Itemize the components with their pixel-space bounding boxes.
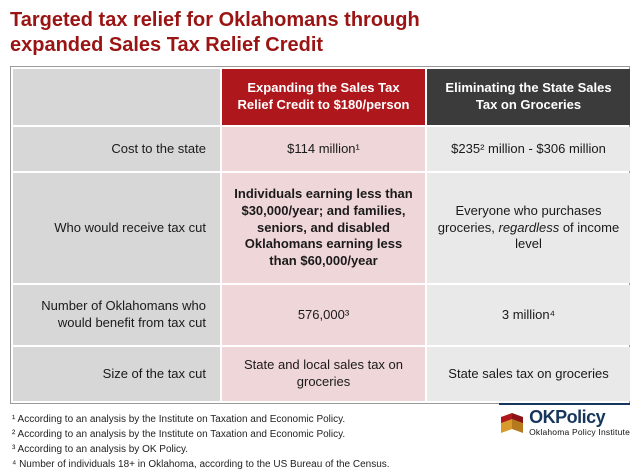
logo-subtitle: Oklahoma Policy Institute	[529, 427, 630, 437]
header-expanding-credit: Expanding the Sales Tax Relief Credit to…	[222, 69, 425, 125]
cell-size-right: State sales tax on groceries	[427, 347, 630, 401]
okpolicy-logo: OKPolicy Oklahoma Policy Institute	[499, 403, 630, 437]
header-eliminating-tax: Eliminating the State Sales Tax on Groce…	[427, 69, 630, 125]
table-row-who: Who would receive tax cut Individuals ea…	[13, 173, 630, 283]
who-right-text-end: of income level	[515, 219, 620, 252]
footnote-3: ³ According to an analysis by OK Policy.	[12, 444, 189, 455]
footnote-2: ² According to an analysis by the Instit…	[12, 429, 346, 440]
page-title: Targeted tax relief for Oklahomans throu…	[10, 9, 420, 56]
logo-name: OKPolicy	[529, 407, 606, 428]
cell-who-left: Individuals earning less than $30,000/ye…	[222, 173, 425, 283]
who-right-text: Everyone who purchases groceries,	[437, 202, 602, 235]
cell-size-left: State and local sales tax on groceries	[222, 347, 425, 401]
header-corner-cell	[13, 69, 220, 125]
cell-cost-left: $114 million¹	[222, 127, 425, 171]
okpolicy-logo-icon	[499, 410, 525, 436]
cell-cost-right: $235² million - $306 million	[427, 127, 630, 171]
footnote-1: ¹ According to an analysis by the Instit…	[12, 414, 346, 425]
table-row-number: Number of Oklahomans who would benefit f…	[13, 285, 630, 345]
logo-text: OKPolicy Oklahoma Policy Institute	[529, 408, 630, 437]
table-row-size: Size of the tax cut State and local sale…	[13, 347, 630, 401]
cell-number-left: 576,000³	[222, 285, 425, 345]
row-label-number: Number of Oklahomans who would benefit f…	[13, 285, 220, 345]
footnote-4: ⁴ Number of individuals 18+ in Oklahoma,…	[12, 459, 390, 470]
table-row-cost: Cost to the state $114 million¹ $235² mi…	[13, 127, 630, 171]
cell-number-right: 3 million⁴	[427, 285, 630, 345]
row-label-size: Size of the tax cut	[13, 347, 220, 401]
who-right-italic: regardless	[498, 219, 560, 235]
row-label-cost: Cost to the state	[13, 127, 220, 171]
cell-who-right: Everyone who purchases groceries, regard…	[427, 173, 630, 283]
header-row: Expanding the Sales Tax Relief Credit to…	[13, 69, 630, 125]
row-label-who: Who would receive tax cut	[13, 173, 220, 283]
comparison-table: Expanding the Sales Tax Relief Credit to…	[10, 66, 630, 404]
